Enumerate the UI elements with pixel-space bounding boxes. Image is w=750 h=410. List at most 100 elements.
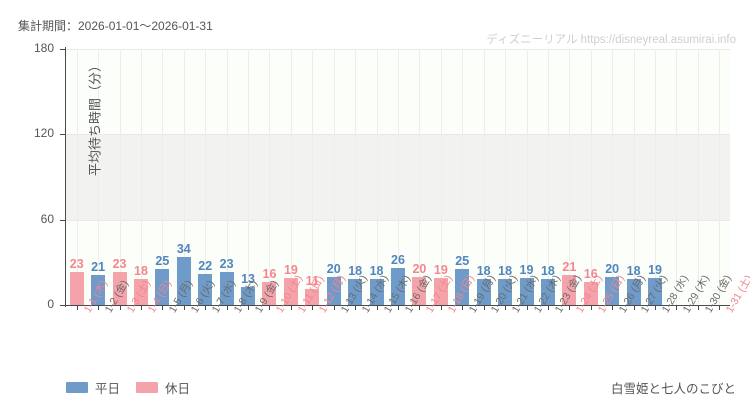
bar[interactable]	[626, 279, 641, 305]
bar[interactable]	[155, 269, 170, 305]
bar-slot: 20	[601, 49, 622, 305]
bar[interactable]	[305, 289, 320, 305]
y-axis-line	[65, 47, 66, 307]
x-axis-tick	[484, 305, 485, 310]
bar[interactable]	[112, 272, 127, 305]
bar-slot: 34	[173, 49, 194, 305]
bar[interactable]	[519, 277, 534, 305]
gridline-vertical	[205, 49, 206, 305]
bar-slot: 18	[344, 49, 365, 305]
gridline-vertical	[719, 49, 720, 305]
bar[interactable]	[241, 286, 256, 305]
y-axis-tick	[60, 220, 66, 221]
legend-item-holiday[interactable]: 休日	[136, 378, 190, 397]
legend-label-holiday: 休日	[165, 382, 191, 396]
bar[interactable]	[91, 275, 106, 305]
bar[interactable]	[390, 268, 405, 305]
bar-value-label: 34	[176, 241, 191, 256]
bar[interactable]	[283, 277, 298, 305]
x-axis-tick	[419, 305, 420, 310]
bar-slot: 19	[430, 49, 451, 305]
gridline-vertical	[98, 49, 99, 305]
bar[interactable]	[348, 279, 363, 305]
bar[interactable]	[69, 272, 84, 305]
bar[interactable]	[219, 272, 234, 305]
y-axis-tick-label: 0	[47, 297, 54, 311]
bar-value-label: 21	[91, 260, 106, 275]
bar[interactable]	[133, 279, 148, 305]
bar-slot	[709, 49, 730, 305]
bar[interactable]	[498, 279, 513, 305]
bar[interactable]	[648, 277, 663, 305]
bars-container: 23 21 23 18 25 34 22 23 13 16 19 11 20 18 18 26 20 19 25 18…	[66, 49, 730, 305]
gridline-vertical	[120, 49, 121, 305]
bar-value-label: 22	[198, 258, 213, 273]
x-axis-tick	[527, 305, 528, 310]
x-axis-tick	[269, 305, 270, 310]
bar[interactable]	[540, 279, 555, 305]
bar-value-label: 19	[433, 262, 448, 277]
bar[interactable]	[262, 282, 277, 305]
bar[interactable]	[605, 276, 620, 305]
legend: 平日 休日	[66, 378, 190, 397]
bar-slot: 20	[409, 49, 430, 305]
bar-value-label: 21	[562, 260, 577, 275]
bar[interactable]	[198, 273, 213, 305]
x-axis-tick	[698, 305, 699, 310]
legend-swatch-weekday-icon	[66, 382, 88, 393]
bar-value-label: 20	[412, 261, 427, 276]
y-axis-tick-label: 120	[33, 126, 54, 140]
x-axis-tick	[719, 305, 720, 310]
gridline-vertical	[698, 49, 699, 305]
bar[interactable]	[455, 269, 470, 305]
bar-value-label: 13	[241, 271, 255, 286]
gridline-vertical	[484, 49, 485, 305]
bar-slot: 19	[644, 49, 665, 305]
gridline-vertical	[377, 49, 378, 305]
y-axis-tick	[60, 134, 66, 135]
x-axis-tick	[505, 305, 506, 310]
bar[interactable]	[369, 279, 384, 305]
bar-slot: 18	[623, 49, 644, 305]
bar-value-label: 20	[326, 261, 341, 276]
bar-value-label: 19	[519, 262, 534, 277]
attraction-name: 白雪姫と七人のこびと	[610, 382, 736, 396]
gridline-vertical	[312, 49, 313, 305]
x-axis-tick	[98, 305, 99, 310]
legend-label-weekday: 平日	[95, 382, 121, 396]
x-axis-tick	[612, 305, 613, 310]
bar[interactable]	[583, 282, 598, 305]
x-axis-tick	[355, 305, 356, 310]
bar-slot: 18	[473, 49, 494, 305]
gridline-vertical	[248, 49, 249, 305]
gridline-vertical	[634, 49, 635, 305]
bar-value-label: 23	[69, 257, 84, 272]
x-axis-tick	[655, 305, 656, 310]
bar[interactable]	[326, 276, 341, 305]
gridline-vertical	[355, 49, 356, 305]
gridline-vertical	[676, 49, 677, 305]
gridline-vertical	[227, 49, 228, 305]
legend-item-weekday[interactable]: 平日	[66, 378, 120, 397]
gridline-vertical	[612, 49, 613, 305]
bar-slot: 19	[280, 49, 301, 305]
bar[interactable]	[562, 275, 577, 305]
x-axis-tick	[548, 305, 549, 310]
x-axis-tick	[227, 305, 228, 310]
x-axis-tick	[184, 305, 185, 310]
gridline-vertical	[291, 49, 292, 305]
bar[interactable]	[176, 256, 191, 305]
bar-slot: 16	[580, 49, 601, 305]
bar[interactable]	[433, 277, 448, 305]
bar[interactable]	[412, 276, 427, 305]
bar-slot: 22	[195, 49, 216, 305]
bar[interactable]	[476, 279, 491, 305]
x-axis-ticks	[66, 305, 730, 313]
page-title: 集計期間：2026-01-01〜2026-01-31	[18, 19, 213, 33]
bar-slot: 11	[302, 49, 323, 305]
x-axis-tick	[120, 305, 121, 310]
x-axis-tick	[248, 305, 249, 310]
bar-value-label: 18	[348, 264, 363, 279]
bar-value-label: 23	[112, 257, 127, 272]
